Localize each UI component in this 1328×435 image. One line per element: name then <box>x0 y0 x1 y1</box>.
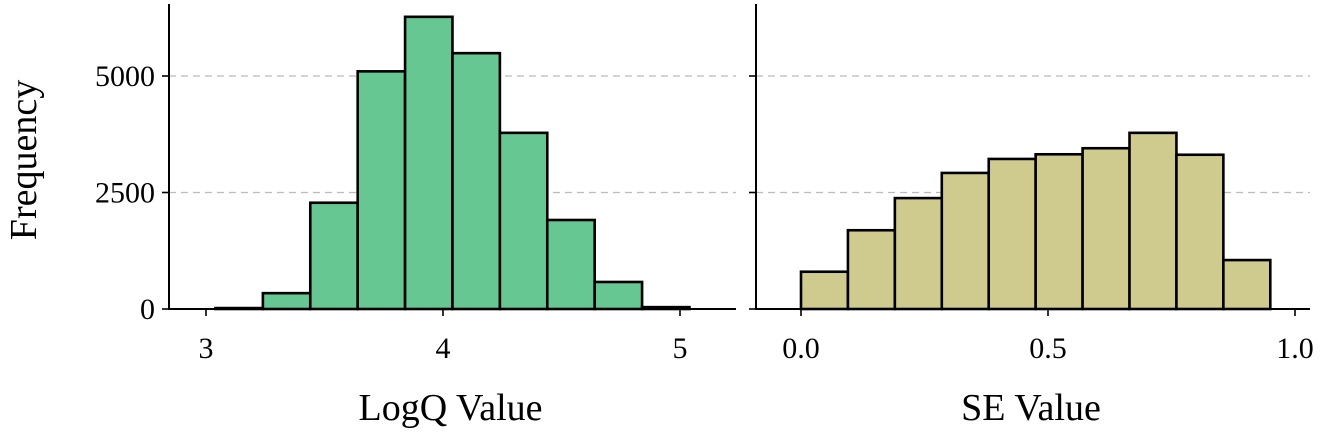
se-histogram-bar <box>987 157 1037 311</box>
logq-histogram-panel: 0 2500 5000 3 4 5 LogQ Value <box>95 4 736 429</box>
logq-histogram-bar <box>356 70 407 311</box>
se-histogram-bar <box>1222 258 1272 311</box>
x-tick-label: 4 <box>436 332 451 365</box>
y-tick-label: 2500 <box>95 177 155 210</box>
x-tick-label: 0.5 <box>1029 332 1067 365</box>
se-histogram-bar <box>893 196 944 311</box>
x-tick-label: 5 <box>673 332 688 365</box>
logq-x-axis-label: LogQ Value <box>359 387 543 429</box>
y-tick-label: 5000 <box>95 60 155 93</box>
y-axis-label: Frequency <box>3 80 45 240</box>
se-histogram-bar <box>940 171 991 311</box>
se-histogram-bar <box>799 270 850 311</box>
x-tick-label: 0.0 <box>782 332 820 365</box>
logq-histogram-bar <box>593 280 644 311</box>
logq-histogram-bar <box>451 51 502 311</box>
se-histogram-panel: 0.0 0.5 1.0 SE Value <box>749 4 1314 429</box>
se-histogram-bar <box>1081 146 1131 311</box>
logq-histogram-bar <box>261 291 312 311</box>
logq-histogram-bar <box>403 15 454 311</box>
x-tick-label: 3 <box>199 332 214 365</box>
se-histogram-bar <box>846 228 897 311</box>
se-histogram-bar <box>1175 153 1225 311</box>
se-histogram-bar <box>1128 131 1178 311</box>
x-tick-label: 1.0 <box>1276 332 1314 365</box>
logq-histogram-bar <box>545 218 596 311</box>
se-histogram-bar <box>1034 152 1084 311</box>
y-tick-label: 0 <box>140 293 155 326</box>
logq-histogram-bar <box>498 131 549 311</box>
se-x-axis-label: SE Value <box>961 387 1101 429</box>
logq-histogram-bar <box>308 201 359 311</box>
